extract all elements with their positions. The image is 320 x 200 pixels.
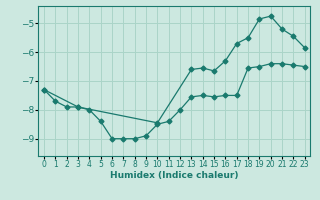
X-axis label: Humidex (Indice chaleur): Humidex (Indice chaleur) [110,171,239,180]
